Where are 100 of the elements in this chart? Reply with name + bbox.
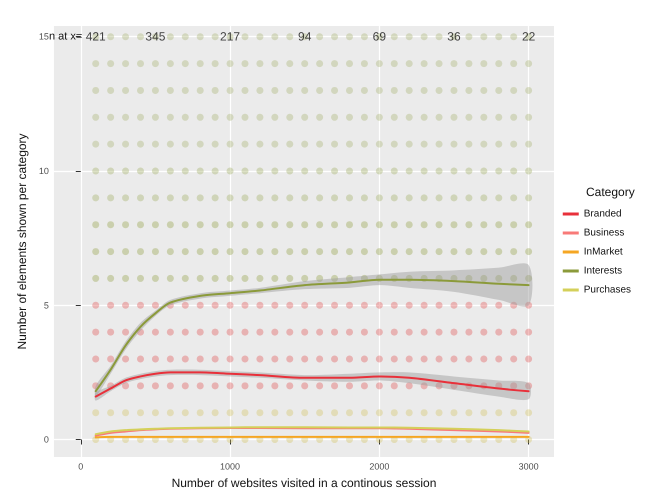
point	[390, 194, 398, 202]
point	[450, 60, 458, 68]
point	[271, 60, 278, 68]
point	[406, 140, 413, 148]
point	[196, 248, 204, 256]
point	[196, 194, 204, 202]
point	[182, 248, 189, 256]
point	[152, 140, 159, 148]
point	[271, 302, 278, 309]
point	[166, 86, 174, 94]
point	[301, 221, 308, 228]
point	[212, 382, 219, 390]
point	[92, 140, 100, 148]
point	[436, 328, 443, 336]
point	[420, 33, 428, 40]
point	[212, 33, 219, 40]
point	[525, 248, 532, 256]
point	[331, 140, 338, 148]
point	[525, 168, 532, 175]
point	[316, 382, 324, 390]
point	[107, 409, 114, 416]
point	[182, 221, 189, 228]
point	[346, 168, 353, 175]
point	[436, 355, 443, 362]
point	[420, 221, 428, 228]
point	[390, 140, 398, 148]
point	[137, 114, 144, 121]
point	[376, 86, 383, 94]
point	[241, 168, 248, 175]
point	[286, 302, 294, 309]
point	[406, 60, 413, 68]
point	[286, 33, 294, 40]
point	[182, 382, 189, 390]
point	[406, 382, 413, 390]
point	[166, 409, 174, 416]
point	[166, 248, 174, 256]
point	[226, 114, 234, 121]
y-tick-label: 5	[44, 300, 49, 310]
point	[406, 194, 413, 202]
legend-label: Business	[584, 228, 624, 238]
point	[107, 86, 114, 94]
point	[480, 194, 488, 202]
point	[271, 248, 278, 256]
point	[346, 248, 353, 256]
point	[495, 409, 502, 416]
point	[406, 114, 413, 121]
point	[406, 248, 413, 256]
point	[196, 86, 204, 94]
point	[510, 221, 518, 228]
point	[510, 328, 518, 336]
point	[316, 86, 324, 94]
point	[212, 248, 219, 256]
point	[331, 409, 338, 416]
point	[152, 302, 159, 309]
point	[137, 194, 144, 202]
point	[436, 33, 443, 40]
point	[301, 382, 308, 390]
annotation: 94	[298, 30, 312, 44]
point	[390, 86, 398, 94]
point	[480, 86, 488, 94]
point	[256, 114, 264, 121]
point	[256, 248, 264, 256]
point	[450, 140, 458, 148]
point	[346, 114, 353, 121]
point	[525, 60, 532, 68]
point	[166, 355, 174, 362]
point	[301, 60, 308, 68]
point	[152, 409, 159, 416]
point	[137, 168, 144, 175]
point	[390, 409, 398, 416]
point	[196, 221, 204, 228]
point	[480, 409, 488, 416]
point	[376, 221, 383, 228]
point	[152, 328, 159, 336]
point	[465, 168, 472, 175]
point	[316, 409, 324, 416]
point	[450, 114, 458, 121]
point	[450, 302, 458, 309]
point	[182, 114, 189, 121]
annotation: 217	[220, 30, 240, 44]
point	[182, 33, 189, 40]
point	[301, 355, 308, 362]
point	[406, 409, 413, 416]
point	[182, 194, 189, 202]
point	[331, 328, 338, 336]
point	[137, 33, 144, 40]
point	[107, 302, 114, 309]
point	[495, 355, 502, 362]
point	[510, 409, 518, 416]
point	[256, 60, 264, 68]
point	[92, 194, 100, 202]
point	[107, 328, 114, 336]
point	[436, 248, 443, 256]
point	[360, 194, 368, 202]
point	[420, 114, 428, 121]
point	[465, 409, 472, 416]
point	[137, 302, 144, 309]
point	[480, 355, 488, 362]
point	[360, 140, 368, 148]
point	[525, 140, 532, 148]
